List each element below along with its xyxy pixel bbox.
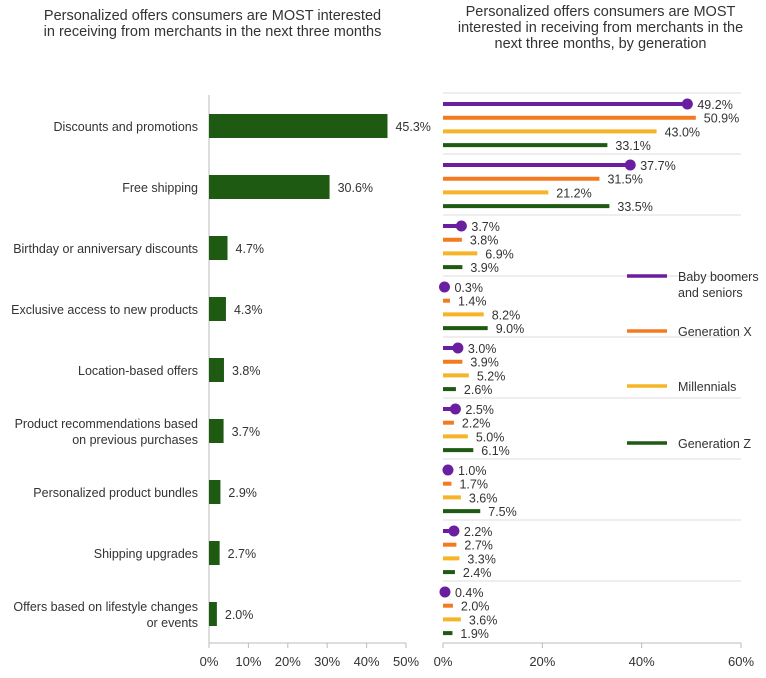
left-data-label: 30.6%	[338, 181, 373, 195]
series-data-label: 33.1%	[615, 139, 650, 153]
left-data-label: 2.9%	[228, 486, 257, 500]
category-label: on previous purchases	[72, 433, 198, 447]
right-chart-title: Personalized offers consumers are MOST i…	[457, 4, 744, 52]
category-label: Product recommendations based	[15, 417, 198, 431]
left-x-tick-label: 50%	[393, 654, 419, 669]
series-data-label: 21.2%	[556, 186, 591, 200]
lollipop-dot	[624, 159, 636, 171]
lollipop-dot	[452, 342, 464, 354]
left-data-label: 3.7%	[232, 425, 261, 439]
category-label: Location-based offers	[78, 364, 198, 378]
category-label: Shipping upgrades	[94, 547, 198, 561]
category-label: Exclusive access to new products	[11, 303, 198, 317]
left-chart-title: Personalized offers consumers are MOST i…	[43, 8, 382, 40]
left-bar	[209, 236, 228, 260]
left-bar	[209, 114, 388, 138]
left-data-label: 3.8%	[232, 364, 260, 378]
series-data-label: 37.7%	[640, 159, 675, 173]
series-data-label: 5.0%	[476, 430, 505, 444]
series-data-label: 3.0%	[468, 342, 497, 356]
left-data-label: 4.3%	[234, 303, 263, 317]
left-bar	[209, 602, 217, 626]
series-data-label: 3.8%	[470, 234, 499, 248]
series-data-label: 50.9%	[704, 112, 739, 126]
left-bar	[209, 175, 330, 199]
legend-label: Baby boomers	[678, 270, 759, 284]
lollipop-dot	[438, 281, 450, 293]
legend-label: Millennials	[678, 380, 736, 394]
series-data-label: 7.5%	[488, 505, 517, 519]
right-x-tick-label: 60%	[728, 654, 754, 669]
left-data-label: 45.3%	[395, 120, 430, 134]
series-data-label: 1.4%	[458, 295, 487, 309]
series-data-label: 33.5%	[617, 200, 652, 214]
category-label: Offers based on lifestyle changes	[13, 600, 198, 614]
left-bar	[209, 358, 224, 382]
lollipop-dot	[449, 403, 461, 415]
series-data-label: 49.2%	[697, 98, 732, 112]
legend-label: Generation X	[678, 325, 752, 339]
lollipop-dot	[681, 98, 693, 110]
left-bar	[209, 480, 221, 504]
series-data-label: 3.6%	[469, 491, 498, 505]
category-label: or events	[147, 616, 198, 630]
left-x-tick-label: 20%	[275, 654, 301, 669]
left-x-tick-label: 10%	[235, 654, 261, 669]
series-data-label: 8.2%	[492, 308, 521, 322]
lollipop-dot	[455, 220, 467, 232]
legend-label: and seniors	[678, 286, 743, 300]
series-data-label: 1.0%	[458, 464, 487, 478]
left-data-label: 2.7%	[228, 547, 257, 561]
series-data-label: 3.7%	[471, 220, 500, 234]
left-x-tick-label: 0%	[200, 654, 219, 669]
series-data-label: 1.7%	[459, 478, 488, 492]
series-data-label: 6.1%	[481, 444, 510, 458]
series-data-label: 9.0%	[496, 322, 525, 336]
left-bar	[209, 419, 224, 443]
lollipop-dot	[439, 586, 451, 598]
series-data-label: 3.3%	[467, 552, 496, 566]
series-data-label: 2.5%	[465, 403, 494, 417]
series-data-label: 31.5%	[607, 173, 642, 187]
category-label: Birthday or anniversary discounts	[13, 242, 198, 256]
left-data-label: 4.7%	[236, 242, 265, 256]
series-data-label: 2.7%	[464, 539, 493, 553]
series-data-label: 6.9%	[485, 247, 514, 261]
series-data-label: 2.4%	[463, 566, 492, 580]
right-x-tick-label: 0%	[434, 654, 453, 669]
category-label: Free shipping	[122, 181, 198, 195]
left-data-label: 2.0%	[225, 608, 254, 622]
right-x-tick-label: 40%	[629, 654, 655, 669]
legend-label: Generation Z	[678, 437, 751, 451]
series-data-label: 2.0%	[461, 600, 490, 614]
category-label: Discounts and promotions	[53, 120, 198, 134]
left-bar	[209, 541, 220, 565]
lollipop-dot	[442, 464, 454, 476]
left-bar	[209, 297, 226, 321]
series-data-label: 3.9%	[470, 356, 499, 370]
series-data-label: 43.0%	[665, 125, 700, 139]
lollipop-dot	[448, 525, 460, 537]
right-x-tick-label: 20%	[529, 654, 555, 669]
series-data-label: 0.3%	[454, 281, 483, 295]
left-x-tick-label: 30%	[314, 654, 340, 669]
series-data-label: 1.9%	[460, 627, 489, 641]
series-data-label: 5.2%	[477, 369, 506, 383]
series-data-label: 2.2%	[464, 525, 493, 539]
series-data-label: 0.4%	[455, 586, 484, 600]
series-data-label: 3.9%	[470, 261, 499, 275]
left-x-tick-label: 40%	[354, 654, 380, 669]
series-data-label: 2.2%	[462, 417, 491, 431]
series-data-label: 3.6%	[469, 613, 498, 627]
series-data-label: 2.6%	[464, 383, 493, 397]
category-label: Personalized product bundles	[33, 486, 198, 500]
